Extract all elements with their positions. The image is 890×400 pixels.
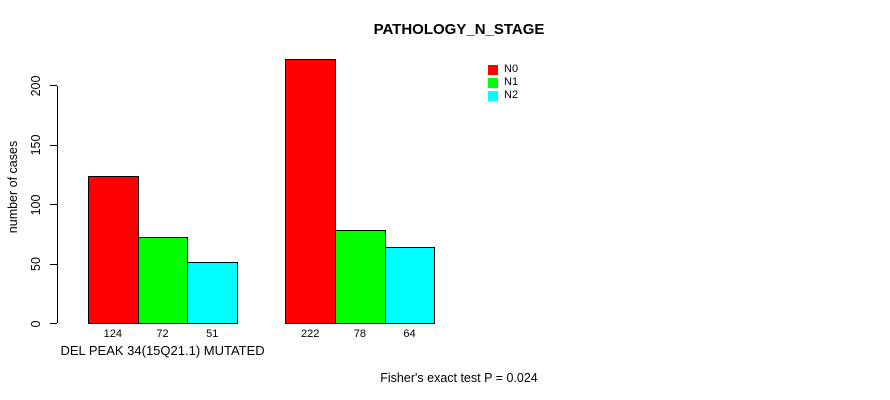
legend-label: N0 [504, 63, 519, 75]
chart-title: PATHOLOGY_N_STAGE [373, 21, 545, 38]
legend-item-n2: N2 [488, 89, 518, 102]
bar-value-label: 124 [103, 328, 123, 340]
y-tick-line [50, 144, 57, 146]
bar-n1-group2 [335, 230, 386, 324]
x-category-label: DEL PEAK 34(15Q21.1) MUTATED [60, 343, 265, 358]
legend-swatch-icon [488, 77, 498, 88]
y-axis-line [57, 85, 58, 324]
y-tick-label: 200 [29, 75, 43, 97]
y-tick-line [50, 323, 57, 324]
y-axis-label: number of cases [6, 140, 20, 234]
y-tick-label: 0 [29, 320, 43, 327]
bar-n2-group2 [384, 247, 436, 324]
legend-item-n1: N1 [488, 76, 518, 89]
legend-label: N1 [504, 76, 519, 88]
bar-value-label: 78 [353, 328, 366, 340]
legend-item-n0: N0 [488, 63, 518, 76]
bar-n0-group1 [88, 176, 139, 324]
y-tick-line [50, 204, 57, 206]
y-tick-label: 150 [29, 134, 43, 156]
bar-value-label: 64 [403, 328, 416, 340]
bar-n0-group2 [285, 59, 336, 324]
legend-swatch-icon [488, 64, 498, 75]
y-tick-label: 100 [29, 194, 43, 216]
bar-n2-group1 [187, 262, 239, 324]
y-tick-line [50, 85, 57, 87]
legend: N0 N1 N2 [488, 63, 518, 102]
y-tick-line [50, 263, 57, 265]
legend-swatch-icon [488, 90, 498, 101]
bar-value-label: 51 [206, 328, 219, 340]
annotation-text: Fisher's exact test P = 0.024 [380, 371, 538, 385]
y-tick-label: 50 [29, 257, 43, 272]
bar-n1-group1 [137, 237, 189, 324]
bar-value-label: 222 [300, 328, 320, 340]
legend-label: N2 [504, 89, 519, 101]
bar-value-label: 72 [156, 328, 169, 340]
